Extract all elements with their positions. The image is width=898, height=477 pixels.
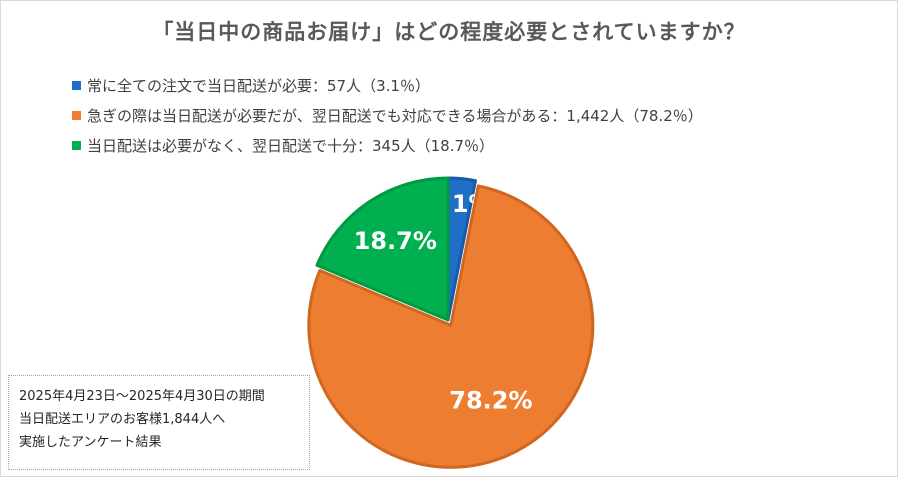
pie-slice-sometimes-same-day	[307, 184, 595, 469]
chart-title: 「当日中の商品お届け」はどの程度必要とされていますか？	[152, 20, 746, 44]
survey-target: 当日配送エリアのお客様1,844人へ	[19, 412, 226, 427]
legend-item-next-day-enough: 当日配送は必要がなく、翌日配送で十分：345人（18.7％）	[72, 130, 703, 160]
legend-item-sometimes-same-day: 急ぎの際は当日配送が必要だが、翌日配送でも対応できる場合がある：1,442人（7…	[72, 100, 703, 130]
data-label-next-day-enough: 18.7%	[354, 227, 437, 255]
legend-label: 当日配送は必要がなく、翌日配送で十分：345人（18.7％）	[87, 136, 495, 155]
legend-label: 常に全ての注文で当日配送が必要：57人（3.1％）	[87, 76, 430, 95]
legend-swatch-blue	[72, 80, 81, 90]
legend-item-always-same-day: 常に全ての注文で当日配送が必要：57人（3.1％）	[72, 70, 703, 100]
data-label-sometimes-same-day: 78.2%	[449, 386, 532, 414]
chart-legend: 常に全ての注文で当日配送が必要：57人（3.1％） 急ぎの際は当日配送が必要だが…	[72, 70, 703, 160]
survey-note-box: 2025年4月23日～2025年4月30日の期間 当日配送エリアのお客様1,84…	[8, 375, 310, 470]
survey-result-caption: 実施したアンケート結果	[19, 435, 162, 450]
legend-label: 急ぎの際は当日配送が必要だが、翌日配送でも対応できる場合がある：1,442人（7…	[87, 106, 703, 125]
legend-swatch-green	[72, 140, 81, 150]
pie-slice-next-day-enough	[315, 176, 450, 322]
survey-period: 2025年4月23日～2025年4月30日の期間	[19, 389, 265, 404]
legend-swatch-orange	[72, 110, 81, 120]
